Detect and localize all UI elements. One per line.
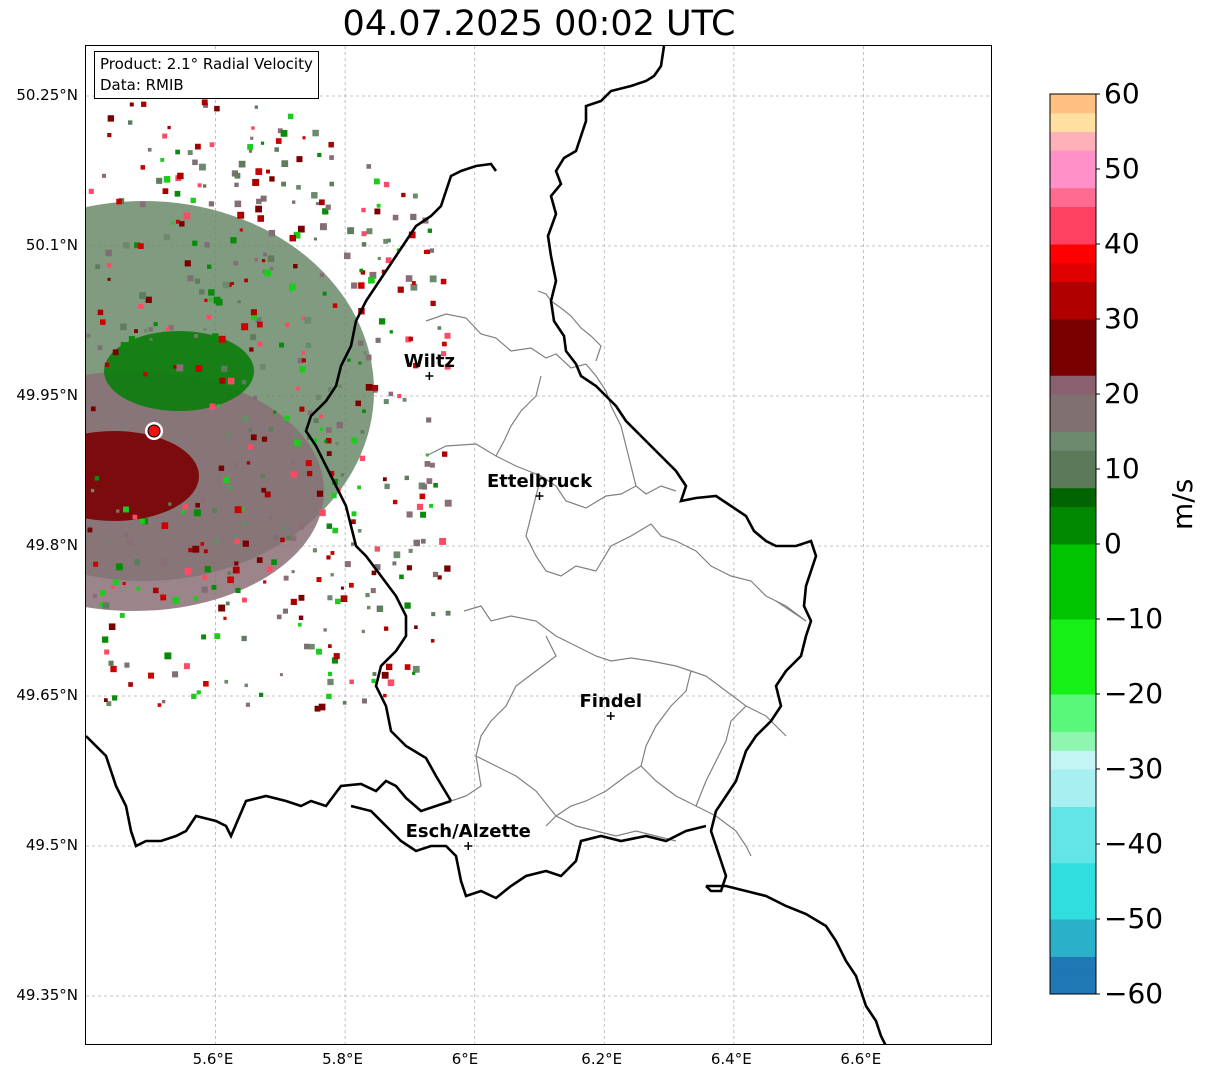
colorbar-tick-label: −40 [1104, 827, 1164, 860]
lon-tick-label: 5.8°E [322, 1050, 363, 1068]
colorbar-tick-label: 60 [1104, 77, 1140, 110]
lat-tick-label: 50.25°N [16, 86, 78, 104]
data-source-label: Data: RMIB [100, 76, 184, 94]
colorbar-tick-label: 40 [1104, 227, 1140, 260]
city-marker: Esch/Alzette [406, 821, 531, 850]
lat-tick-label: 49.35°N [16, 986, 78, 1004]
colorbar-tick-label: 10 [1104, 452, 1140, 485]
city-label: Wiltz [404, 351, 455, 372]
city-marker: Findel [579, 691, 642, 720]
velocity-colorbar [1049, 93, 1100, 995]
lon-tick-label: 6.6°E [840, 1050, 882, 1068]
lat-tick-label: 49.8°N [25, 536, 78, 554]
colorbar-tick-label: −60 [1104, 977, 1164, 1010]
colorbar-tick-label: −50 [1104, 902, 1164, 935]
city-marker: Wiltz [404, 351, 455, 380]
city-label: Findel [579, 691, 642, 712]
city-markers: Wiltz Ettelbruck Findel Esch/Alzette [404, 351, 642, 850]
lat-tick-label: 50.1°N [25, 236, 78, 254]
map-title: 04.07.2025 00:02 UTC [342, 4, 736, 44]
product-label: Product: 2.1° Radial Velocity [100, 55, 313, 73]
colorbar-unit-label: m/s [1166, 478, 1199, 530]
colorbar-tick-label: 20 [1104, 377, 1140, 410]
colorbar-tick-label: 50 [1104, 152, 1140, 185]
lon-tick-label: 6.2°E [581, 1050, 623, 1068]
colorbar-tick-label: −10 [1104, 602, 1164, 635]
radar-site-marker [145, 422, 164, 440]
colorbar-tick-label: 0 [1104, 527, 1122, 560]
lon-tick-label: 5.6°E [192, 1050, 234, 1068]
map-area[interactable]: Wiltz Ettelbruck Findel Esch/Alzette [85, 45, 992, 1045]
city-marker: Ettelbruck [487, 471, 593, 500]
lat-tick-label: 49.65°N [16, 686, 78, 704]
colorbar-tick-label: 30 [1104, 302, 1140, 335]
lat-tick-label: 49.5°N [25, 836, 78, 854]
product-info-box: Product: 2.1° Radial Velocity Data: RMIB [94, 51, 319, 99]
colorbar-tick-label: −30 [1104, 752, 1164, 785]
radar-echoes [86, 99, 452, 712]
lat-tick-label: 49.95°N [16, 386, 78, 404]
city-label: Ettelbruck [487, 471, 593, 492]
map-canvas: Wiltz Ettelbruck Findel Esch/Alzette [86, 46, 991, 1044]
district-borders [425, 290, 807, 857]
lon-tick-label: 6.4°E [710, 1050, 752, 1068]
colorbar-tick-label: −20 [1104, 677, 1164, 710]
lon-tick-label: 6°E [451, 1050, 479, 1068]
country-borders [86, 46, 887, 1044]
city-label: Esch/Alzette [406, 821, 531, 842]
